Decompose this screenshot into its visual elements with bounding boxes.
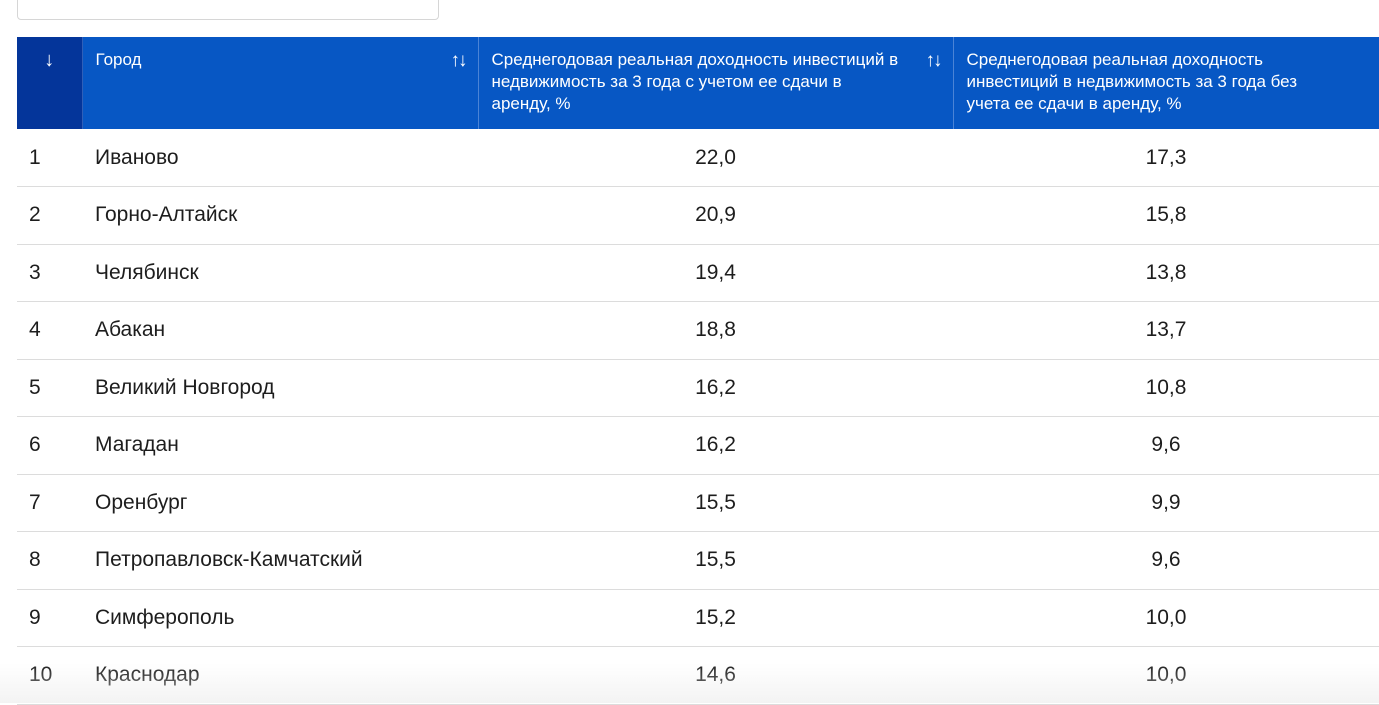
city-cell: Абакан <box>82 302 478 360</box>
table-row: 9 Симферополь 15,2 10,0 <box>17 589 1379 647</box>
with-rent-cell: 15,2 <box>478 589 953 647</box>
without-rent-cell: 17,3 <box>953 129 1379 187</box>
city-cell: Симферополь <box>82 589 478 647</box>
city-cell: Магадан <box>82 417 478 475</box>
with-rent-cell: 15,5 <box>478 532 953 590</box>
city-cell: Оренбург <box>82 474 478 532</box>
with-rent-cell: 19,4 <box>478 244 953 302</box>
without-rent-cell: 13,7 <box>953 302 1379 360</box>
rank-cell: 7 <box>17 474 82 532</box>
arrow-down-icon: ↓ <box>44 49 54 71</box>
without-rent-cell: 10,8 <box>953 359 1379 417</box>
without-rent-cell: 15,8 <box>953 187 1379 245</box>
with-rent-cell: 16,2 <box>478 359 953 417</box>
rating-table: ↓ Город ↑↓ Среднегодовая реальная доходн… <box>17 37 1379 705</box>
rank-sort-header[interactable]: ↓ <box>17 37 82 129</box>
column-header-label: Среднегодовая реальная доходность инвест… <box>967 49 1368 115</box>
search-input[interactable] <box>17 0 439 20</box>
table-row: 2 Горно-Алтайск 20,9 15,8 <box>17 187 1379 245</box>
rank-cell: 1 <box>17 129 82 187</box>
with-rent-cell: 14,6 <box>478 647 953 705</box>
rank-cell: 9 <box>17 589 82 647</box>
table-row: 4 Абакан 18,8 13,7 <box>17 302 1379 360</box>
without-rent-cell: 10,0 <box>953 647 1379 705</box>
table-header-row: ↓ Город ↑↓ Среднегодовая реальная доходн… <box>17 37 1379 129</box>
without-rent-cell: 9,6 <box>953 532 1379 590</box>
column-header-city[interactable]: Город ↑↓ <box>82 37 478 129</box>
with-rent-cell: 15,5 <box>478 474 953 532</box>
city-cell: Великий Новгород <box>82 359 478 417</box>
rank-cell: 5 <box>17 359 82 417</box>
rank-cell: 3 <box>17 244 82 302</box>
sort-icon[interactable]: ↑↓ <box>926 51 941 71</box>
city-cell: Петропавловск-Камчатский <box>82 532 478 590</box>
sort-icon[interactable]: ↑↓ <box>451 51 466 71</box>
rank-cell: 8 <box>17 532 82 590</box>
table-row: 7 Оренбург 15,5 9,9 <box>17 474 1379 532</box>
without-rent-cell: 13,8 <box>953 244 1379 302</box>
without-rent-cell: 9,9 <box>953 474 1379 532</box>
rank-cell: 10 <box>17 647 82 705</box>
with-rent-cell: 18,8 <box>478 302 953 360</box>
rank-cell: 4 <box>17 302 82 360</box>
table-row: 3 Челябинск 19,4 13,8 <box>17 244 1379 302</box>
rank-cell: 2 <box>17 187 82 245</box>
table-row: 1 Иваново 22,0 17,3 <box>17 129 1379 187</box>
table-row: 5 Великий Новгород 16,2 10,8 <box>17 359 1379 417</box>
column-header-without-rent: Среднегодовая реальная доходность инвест… <box>953 37 1379 129</box>
city-cell: Иваново <box>82 129 478 187</box>
without-rent-cell: 9,6 <box>953 417 1379 475</box>
column-header-label: Город <box>96 49 466 71</box>
city-cell: Челябинск <box>82 244 478 302</box>
rank-cell: 6 <box>17 417 82 475</box>
city-cell: Горно-Алтайск <box>82 187 478 245</box>
table-row: 6 Магадан 16,2 9,6 <box>17 417 1379 475</box>
without-rent-cell: 10,0 <box>953 589 1379 647</box>
city-cell: Краснодар <box>82 647 478 705</box>
column-header-with-rent[interactable]: Среднегодовая реальная доходность инвест… <box>478 37 953 129</box>
table-row: 8 Петропавловск-Камчатский 15,5 9,6 <box>17 532 1379 590</box>
column-header-label: Среднегодовая реальная доходность инвест… <box>492 49 941 115</box>
with-rent-cell: 16,2 <box>478 417 953 475</box>
table-row: 10 Краснодар 14,6 10,0 <box>17 647 1379 705</box>
with-rent-cell: 22,0 <box>478 129 953 187</box>
with-rent-cell: 20,9 <box>478 187 953 245</box>
